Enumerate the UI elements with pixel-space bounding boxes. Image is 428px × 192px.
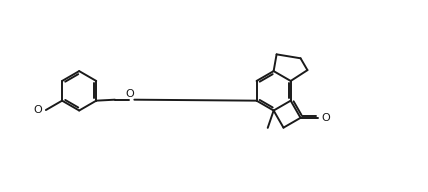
Text: O: O [33,104,42,114]
Text: O: O [321,113,330,123]
Text: O: O [125,89,134,99]
